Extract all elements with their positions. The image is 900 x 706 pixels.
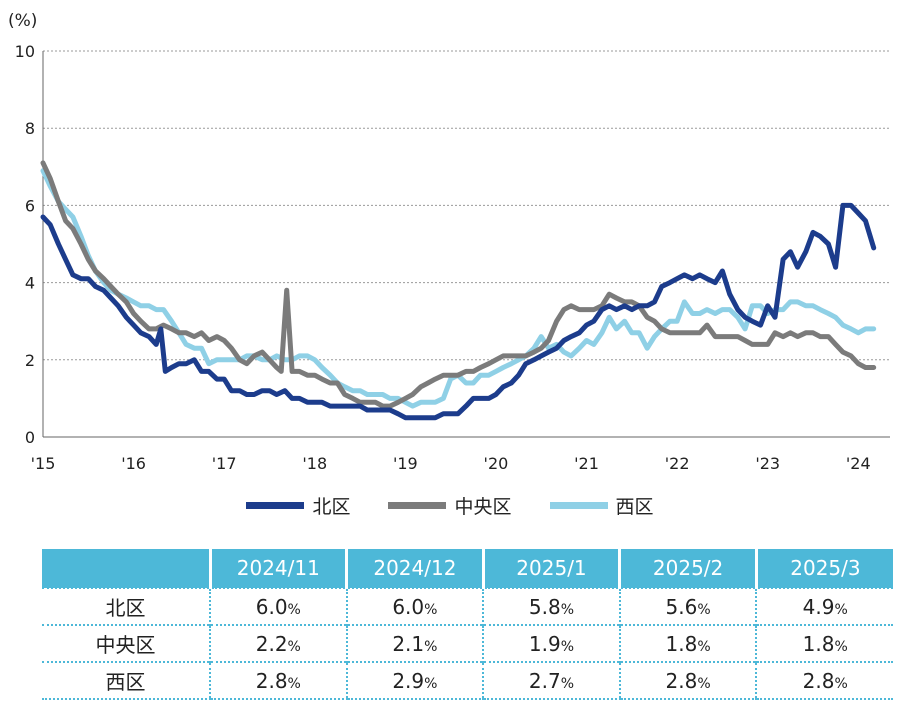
table-row: 中央区 2.2% 2.1% 1.9% 1.8% 1.8% xyxy=(42,624,893,662)
legend-swatch-chuo xyxy=(388,501,447,509)
table-cell: 2.2% xyxy=(209,624,347,662)
table-header-cell: 2024/11 xyxy=(208,549,347,588)
table-cell: 2.8% xyxy=(618,661,757,700)
table-cell: 5.6% xyxy=(618,587,757,625)
table-cell: 6.0% xyxy=(209,587,347,625)
legend-item-nishi: 西区 xyxy=(549,492,654,519)
chart-legend: 北区 中央区 西区 xyxy=(0,490,900,520)
x-tick-label: '23 xyxy=(755,454,780,473)
series-line-chuo xyxy=(40,160,877,409)
table-cell: 5.8% xyxy=(482,587,620,625)
legend-swatch-nishi xyxy=(549,501,608,509)
y-axis-unit-label: (%) xyxy=(8,11,37,31)
table-cell: 6.0% xyxy=(345,587,484,625)
legend-label-chuo: 中央区 xyxy=(454,495,512,518)
table-cell: 1.8% xyxy=(618,624,757,662)
axes: (%) 0 2 4 6 8 10 '15 '16 '17 '18 '19 '20 '21 '22 '23 '2… xyxy=(8,11,890,473)
x-tick-label: '17 xyxy=(212,454,237,473)
y-tick-label: 8 xyxy=(25,119,35,138)
table-cell: 2.1% xyxy=(345,624,484,662)
table-cell: 2.8% xyxy=(209,661,347,700)
row-label: 西区 xyxy=(42,661,210,700)
row-label: 北区 xyxy=(42,587,210,625)
table-header-cell: 2025/1 xyxy=(481,549,620,588)
table-cell: 2.9% xyxy=(345,661,484,700)
table-header-cell: 2025/2 xyxy=(618,549,757,588)
table-cell: 2.7% xyxy=(482,661,620,700)
x-tick-label: '18 xyxy=(302,454,327,473)
y-tick-label: 10 xyxy=(15,42,35,61)
table-cell: 1.9% xyxy=(482,624,620,662)
table-header-cell: 2024/12 xyxy=(345,549,484,588)
series-line-kita xyxy=(40,202,877,421)
table-cell: 1.8% xyxy=(755,624,893,662)
x-tick-label: '21 xyxy=(574,454,599,473)
table-header-cell: 2025/3 xyxy=(754,549,893,588)
table-row: 北区 6.0% 6.0% 5.8% 5.6% 4.9% xyxy=(42,587,893,625)
line-chart: (%) 0 2 4 6 8 10 '15 '16 '17 '18 '19 '20 '21 '22 '23 '2… xyxy=(8,11,890,473)
legend-label-nishi: 西区 xyxy=(615,495,654,518)
x-tick-label: '20 xyxy=(484,454,509,473)
series-lines xyxy=(40,160,877,421)
table-header-corner xyxy=(42,549,210,588)
x-tick-label: '15 xyxy=(31,454,56,473)
x-tick-label: '22 xyxy=(665,454,690,473)
table-cell: 4.9% xyxy=(755,587,893,625)
y-tick-label: 0 xyxy=(25,428,35,447)
legend-label-kita: 北区 xyxy=(312,495,351,518)
x-tick-label: '19 xyxy=(393,454,418,473)
y-tick-label: 2 xyxy=(25,351,35,370)
gridlines xyxy=(43,50,890,361)
table-header-row: 2024/11 2024/12 2025/1 2025/2 2025/3 xyxy=(42,549,893,588)
row-label: 中央区 xyxy=(42,624,210,662)
y-tick-label: 6 xyxy=(25,196,35,215)
legend-swatch-kita xyxy=(246,501,305,509)
x-tick-label: '16 xyxy=(121,454,146,473)
y-tick-label: 4 xyxy=(25,274,35,293)
legend-item-chuo: 中央区 xyxy=(388,492,512,519)
x-tick-label: '24 xyxy=(846,454,871,473)
table-cell: 2.8% xyxy=(755,661,893,700)
legend-item-kita: 北区 xyxy=(246,492,350,519)
data-table: 2024/11 2024/12 2025/1 2025/2 2025/3 北区 … xyxy=(42,549,893,700)
table-row: 西区 2.8% 2.9% 2.7% 2.8% 2.8% xyxy=(42,661,893,700)
